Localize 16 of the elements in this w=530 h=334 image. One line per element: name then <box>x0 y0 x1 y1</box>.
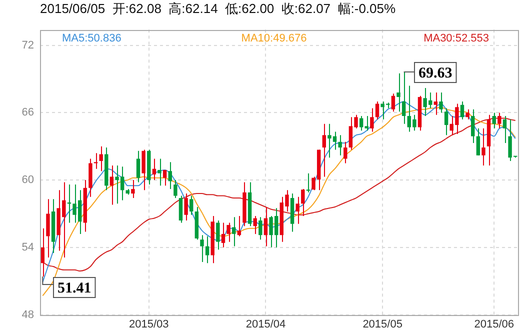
x-tick-label: 2015/05 <box>362 318 402 330</box>
x-tick-label: 2015/04 <box>246 318 286 330</box>
text: MA10:49.676 <box>241 32 307 45</box>
annotation: 51.41 <box>58 280 92 296</box>
y-tick-label: 54 <box>22 241 34 254</box>
annotation: 69.63 <box>418 65 452 82</box>
text: MA30:52.553 <box>424 32 489 45</box>
x-tick-label: 2015/06 <box>474 318 514 330</box>
y-tick-label: 60 <box>22 174 34 186</box>
line-series <box>42 118 516 272</box>
x-tick-label: 2015/03 <box>128 318 169 330</box>
chart-title: 2015/06/05 开:62.08 高:62.14 低:62.00 收:62.07 幅:-0.05% <box>39 0 397 17</box>
text: MA5:50.836 <box>62 32 122 45</box>
y-tick-label: 66 <box>22 106 34 119</box>
y-tick-label: 48 <box>22 308 34 321</box>
y-tick-label: 72 <box>22 39 34 52</box>
